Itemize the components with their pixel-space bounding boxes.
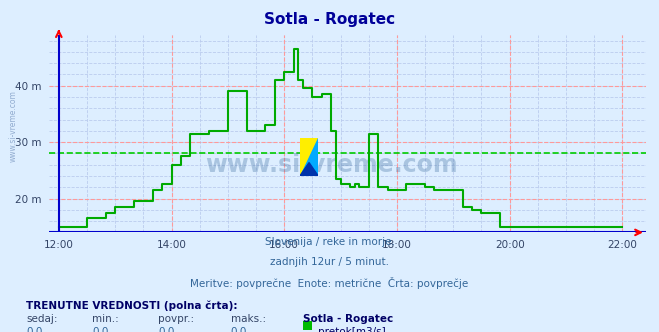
Text: min.:: min.: (92, 314, 119, 324)
Text: 0,0: 0,0 (158, 327, 175, 332)
Text: povpr.:: povpr.: (158, 314, 194, 324)
Polygon shape (300, 138, 318, 176)
Text: TRENUTNE VREDNOSTI (polna črta):: TRENUTNE VREDNOSTI (polna črta): (26, 300, 238, 311)
Text: www.si-vreme.com: www.si-vreme.com (205, 153, 457, 177)
Text: www.si-vreme.com: www.si-vreme.com (9, 90, 18, 162)
Text: sedaj:: sedaj: (26, 314, 58, 324)
Text: Slovenija / reke in morje.: Slovenija / reke in morje. (264, 237, 395, 247)
Text: 0,0: 0,0 (26, 327, 43, 332)
Text: zadnjih 12ur / 5 minut.: zadnjih 12ur / 5 minut. (270, 257, 389, 267)
Text: Meritve: povprečne  Enote: metrične  Črta: povprečje: Meritve: povprečne Enote: metrične Črta:… (190, 277, 469, 289)
Text: 0,0: 0,0 (92, 327, 109, 332)
Polygon shape (300, 163, 318, 176)
Polygon shape (300, 138, 318, 176)
Text: Sotla - Rogatec: Sotla - Rogatec (264, 12, 395, 27)
Text: 0,0: 0,0 (231, 327, 247, 332)
Text: Sotla - Rogatec: Sotla - Rogatec (303, 314, 393, 324)
Text: maks.:: maks.: (231, 314, 266, 324)
Text: pretok[m3/s]: pretok[m3/s] (318, 327, 386, 332)
